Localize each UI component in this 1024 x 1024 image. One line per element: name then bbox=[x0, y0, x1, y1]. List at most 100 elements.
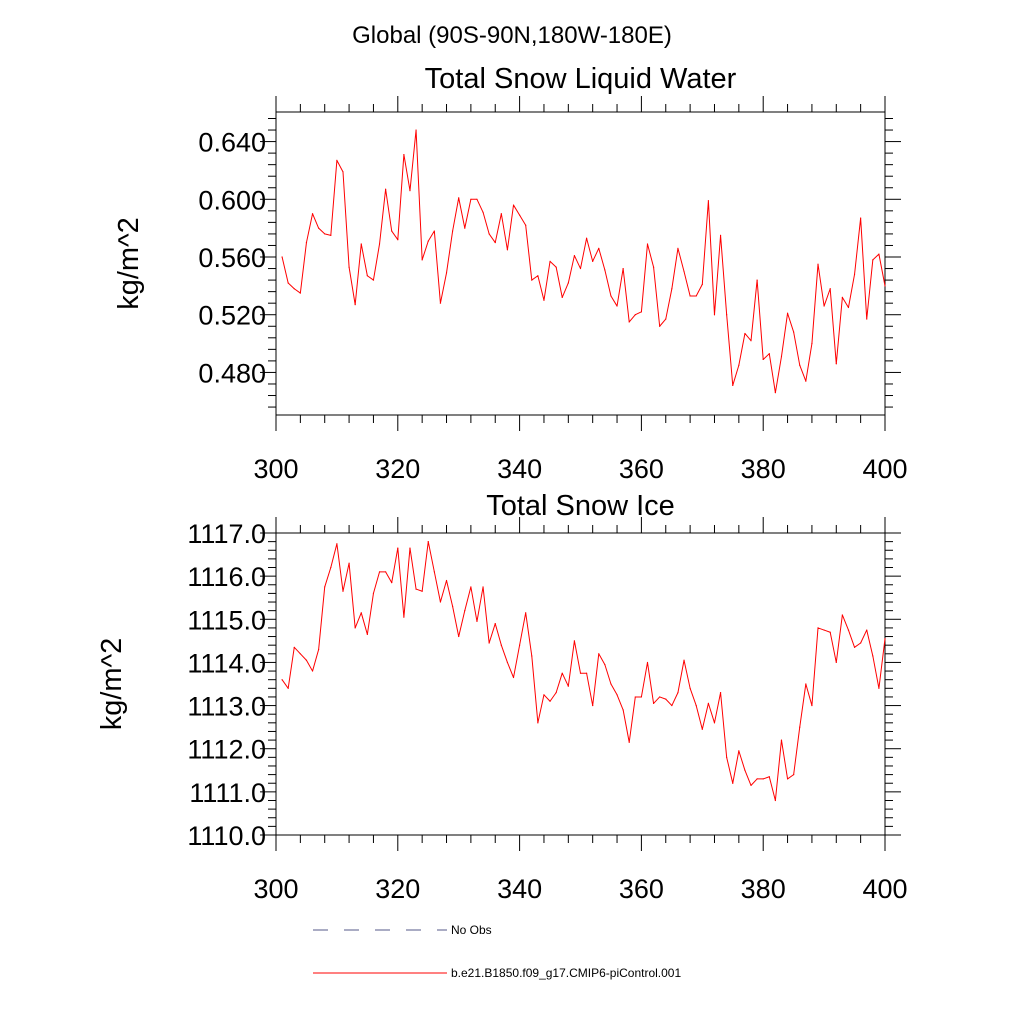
liquid-water-data-point bbox=[579, 267, 582, 270]
liquid-water-data-point bbox=[829, 288, 831, 290]
snow-ice-data-point bbox=[415, 588, 417, 590]
snow-ice-data-point bbox=[786, 778, 789, 780]
liquid-water-data-point bbox=[372, 279, 375, 281]
snow-ice-y-tick-label: 1110.0 bbox=[187, 821, 266, 851]
liquid-water-data-point bbox=[610, 295, 612, 297]
snow-ice-data-point bbox=[287, 687, 289, 689]
figure-suptitle: Global (90S-90N,180W-180E) bbox=[352, 22, 672, 49]
snow-ice-data-point bbox=[391, 582, 393, 584]
liquid-water-data-point bbox=[512, 204, 515, 206]
liquid-water-data-point bbox=[549, 260, 551, 262]
snow-ice-data-point bbox=[677, 692, 679, 694]
snow-ice-data-point bbox=[750, 784, 752, 786]
liquid-water-data-point bbox=[464, 227, 466, 229]
liquid-water-y-tick-label: 0.640 bbox=[198, 128, 266, 158]
liquid-water-data-point bbox=[853, 273, 856, 275]
liquid-water-x-tick-label: 400 bbox=[862, 454, 907, 484]
snow-ice-data-point bbox=[799, 726, 801, 728]
liquid-water-data-point bbox=[768, 353, 770, 355]
snow-ice-data-point bbox=[738, 750, 740, 752]
snow-ice-data-point bbox=[646, 661, 649, 664]
snow-ice-data-point bbox=[561, 672, 563, 674]
snow-ice-data-point bbox=[817, 627, 819, 629]
snow-ice-data-point bbox=[884, 638, 886, 640]
liquid-water-data-point bbox=[659, 325, 661, 327]
liquid-water-data-point bbox=[531, 279, 533, 281]
liquid-water-y-tick-label: 0.560 bbox=[198, 243, 266, 273]
snow-ice-data-point bbox=[506, 661, 509, 664]
liquid-water-data-point bbox=[336, 159, 338, 161]
liquid-water-data-point bbox=[567, 282, 569, 284]
liquid-water-y-axis-label: kg/m^2 bbox=[113, 217, 145, 310]
snow-ice-x-tick-label: 300 bbox=[253, 874, 298, 904]
snow-ice-data-point bbox=[397, 547, 399, 549]
liquid-water-data-point bbox=[872, 259, 874, 261]
snow-ice-data-point bbox=[652, 702, 655, 705]
liquid-water-x-tick-label: 300 bbox=[253, 454, 298, 484]
liquid-water-data-point bbox=[525, 224, 527, 226]
snow-ice-data-point bbox=[634, 696, 636, 698]
liquid-water-x-tick-label: 360 bbox=[619, 454, 664, 484]
liquid-water-data-point bbox=[677, 247, 679, 249]
liquid-water-data-point bbox=[640, 311, 643, 313]
liquid-water-data-point bbox=[299, 292, 301, 294]
liquid-water-data-point bbox=[884, 285, 886, 287]
snow-ice-data-point bbox=[476, 620, 478, 623]
liquid-water-data-point bbox=[482, 211, 484, 213]
liquid-water-data-point bbox=[500, 213, 502, 215]
snow-ice-data-point bbox=[628, 741, 630, 743]
snow-ice-data-point bbox=[756, 778, 758, 780]
liquid-water-x-tick-label: 340 bbox=[497, 454, 542, 484]
liquid-water-data-point bbox=[744, 332, 746, 335]
snow-ice-y-axis-label: kg/m^2 bbox=[96, 638, 128, 731]
snow-ice-data-point bbox=[409, 547, 411, 549]
liquid-water-data-point bbox=[774, 392, 776, 394]
liquid-water-data-point bbox=[847, 306, 850, 309]
snow-ice-data-point bbox=[592, 704, 594, 707]
liquid-water-data-point bbox=[713, 314, 716, 316]
liquid-water-data-point bbox=[385, 188, 387, 190]
liquid-water-data-point bbox=[823, 305, 825, 307]
snow-ice-data-point bbox=[604, 663, 606, 666]
liquid-water-data-point bbox=[324, 233, 326, 235]
liquid-water-data-point bbox=[585, 237, 588, 239]
snow-ice-series-points bbox=[281, 541, 886, 802]
snow-ice-data-point bbox=[452, 605, 454, 607]
liquid-water-data-point bbox=[592, 260, 594, 262]
liquid-water-data-point bbox=[555, 266, 557, 268]
snow-ice-data-point bbox=[689, 687, 691, 689]
snow-ice-data-point bbox=[366, 633, 368, 635]
snow-ice-data-point bbox=[793, 774, 795, 776]
liquid-water-data-point bbox=[665, 318, 667, 320]
snow-ice-y-tick-label: 1112.0 bbox=[187, 735, 266, 765]
liquid-water-data-point bbox=[330, 234, 332, 236]
snow-ice-data-point bbox=[762, 778, 764, 780]
liquid-water-data-point bbox=[701, 283, 703, 286]
liquid-water-data-point bbox=[561, 296, 563, 299]
snow-ice-x-tick-label: 340 bbox=[497, 874, 542, 904]
snow-ice-data-point bbox=[488, 642, 490, 644]
snow-ice-data-point bbox=[531, 655, 533, 657]
snow-ice-data-point bbox=[579, 672, 582, 674]
snow-ice-data-point bbox=[616, 694, 618, 696]
liquid-water-data-point bbox=[756, 279, 758, 281]
liquid-water-data-point bbox=[732, 384, 734, 387]
liquid-water-data-point bbox=[841, 296, 843, 299]
snow-ice-data-point bbox=[433, 571, 435, 573]
snow-ice-data-point bbox=[299, 653, 301, 655]
liquid-water-data-point bbox=[311, 213, 314, 215]
liquid-water-data-point bbox=[811, 342, 813, 345]
snow-ice-data-point bbox=[305, 659, 308, 661]
liquid-water-data-point bbox=[634, 314, 636, 316]
snow-ice-x-tick-label: 400 bbox=[862, 874, 907, 904]
snow-ice-chart-title: Total Snow Ice bbox=[486, 490, 675, 522]
liquid-water-data-point bbox=[415, 129, 417, 131]
liquid-water-data-point bbox=[726, 314, 728, 316]
liquid-water-data-point bbox=[378, 243, 381, 245]
liquid-water-data-point bbox=[616, 305, 618, 307]
snow-ice-data-point bbox=[567, 685, 569, 687]
snow-ice-data-point bbox=[768, 776, 770, 778]
snow-ice-data-point bbox=[866, 629, 868, 631]
snow-liquid-water-panel: Total Snow Liquid Water kg/m^2 300 320 340 36… bbox=[113, 63, 908, 484]
